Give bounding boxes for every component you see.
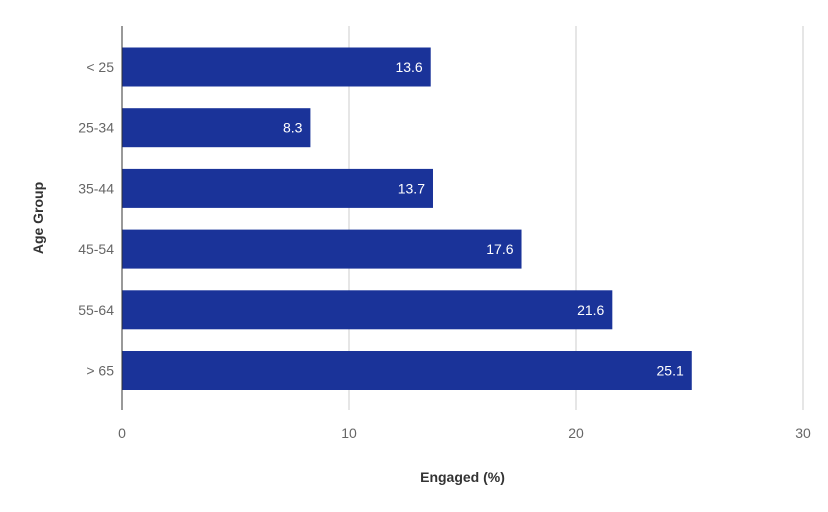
x-tick-label: 30 — [795, 425, 811, 441]
y-tick-label: 35-44 — [78, 180, 114, 196]
bar-value-label: 8.3 — [283, 120, 303, 136]
gridlines — [348, 26, 804, 410]
y-tick-label: 45-54 — [78, 241, 114, 257]
x-axis-title: Engaged (%) — [420, 469, 505, 485]
x-tick-label: 10 — [341, 425, 357, 441]
x-tick-label: 0 — [118, 425, 126, 441]
bar — [122, 290, 613, 330]
bar — [122, 108, 311, 148]
y-axis-title: Age Group — [30, 182, 46, 254]
x-axis-ticks: 0 10 20 30 — [118, 425, 811, 441]
bar — [122, 351, 692, 390]
bar-value-label: 21.6 — [577, 302, 604, 318]
y-tick-label: 55-64 — [78, 302, 114, 318]
bar-value-label: 25.1 — [657, 363, 684, 379]
bars: 13.6 8.3 13.7 17.6 21.6 25.1 — [122, 47, 692, 390]
bar-value-label: 13.7 — [398, 180, 425, 196]
y-tick-label: > 65 — [86, 363, 114, 379]
y-axis-ticks: < 25 25-34 35-44 45-54 55-64 > 65 — [78, 59, 114, 379]
bar — [122, 47, 431, 87]
bar-value-label: 17.6 — [486, 241, 513, 257]
bar-value-label: 13.6 — [395, 59, 422, 75]
bar — [122, 168, 433, 208]
y-tick-label: < 25 — [86, 59, 114, 75]
bar — [122, 229, 522, 269]
x-tick-label: 20 — [568, 425, 584, 441]
y-tick-label: 25-34 — [78, 120, 114, 136]
